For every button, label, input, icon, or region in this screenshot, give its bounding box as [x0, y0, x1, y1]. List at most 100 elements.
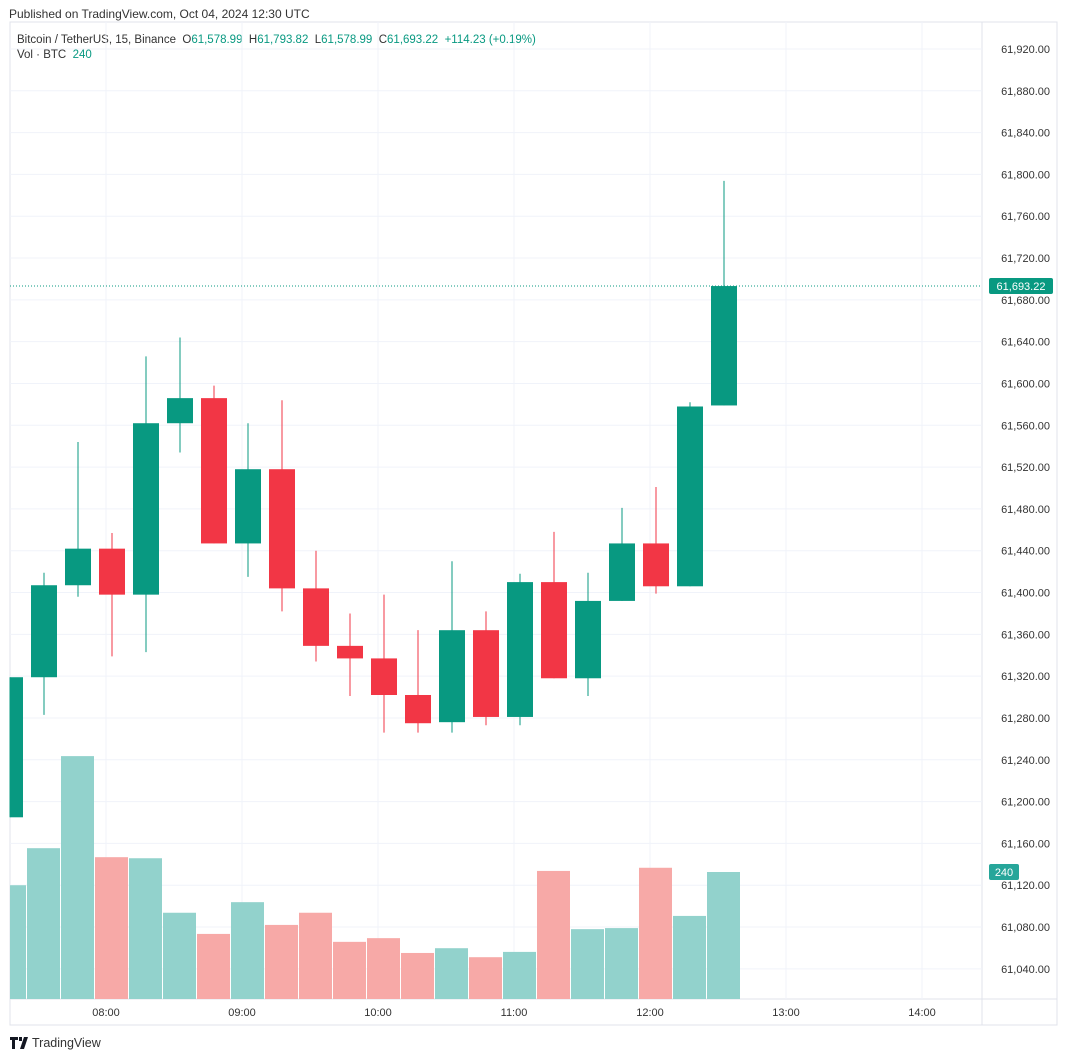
volume-bar [571, 929, 604, 999]
low-label: L [314, 34, 322, 46]
y-tick-label: 61,160.00 [1001, 838, 1050, 850]
last-price-badge [989, 278, 1053, 295]
volume-bar [163, 912, 196, 999]
volume-bar [197, 933, 230, 999]
brand-name: TradingView [32, 1036, 101, 1050]
volume-bar [435, 948, 468, 999]
x-tick-label: 11:00 [501, 1007, 528, 1019]
y-tick-label: 61,720.00 [1001, 253, 1050, 265]
candle-body [711, 286, 737, 406]
x-tick-label: 10:00 [364, 1007, 392, 1019]
candle-body [10, 677, 23, 818]
candle-body [541, 582, 567, 679]
candle-body [303, 588, 329, 646]
candle-body [677, 406, 703, 587]
volume-bar [27, 848, 60, 999]
x-tick-label: 09:00 [228, 1007, 256, 1019]
volume-bar [503, 951, 536, 999]
y-tick-label: 61,440.00 [1001, 546, 1050, 558]
volume-bar [95, 857, 128, 999]
candle-body [439, 630, 465, 723]
volume-bar [129, 858, 162, 999]
candle-body [507, 582, 533, 717]
high-value: 61,793.82 [257, 34, 309, 46]
y-tick-label: 61,800.00 [1001, 169, 1050, 181]
chart-legend: Bitcoin / TetherUS, 15, Binance O61,578.… [17, 33, 536, 63]
y-tick-label: 61,320.00 [1001, 671, 1050, 683]
candle-body [201, 398, 227, 544]
ohlc-legend: Bitcoin / TetherUS, 15, Binance O61,578.… [17, 33, 536, 48]
candle-body [337, 645, 363, 659]
x-tick-label: 13:00 [772, 1007, 800, 1019]
y-tick-label: 61,480.00 [1001, 504, 1050, 516]
y-tick-label: 61,080.00 [1001, 922, 1050, 934]
y-tick-label: 61,760.00 [1001, 211, 1050, 223]
volume-bar [265, 924, 298, 999]
candle-body [371, 658, 397, 695]
candle-body [405, 694, 431, 724]
volume-bar [639, 867, 672, 999]
candle-body [31, 585, 57, 678]
candle-body [99, 548, 125, 595]
last-volume-badge [989, 864, 1019, 880]
volume-bar [401, 952, 434, 999]
y-tick-label: 61,360.00 [1001, 629, 1050, 641]
y-tick-label: 61,200.00 [1001, 797, 1050, 809]
volume-bar [537, 870, 570, 999]
y-tick-label: 61,600.00 [1001, 378, 1050, 390]
y-tick-label: 61,640.00 [1001, 337, 1050, 349]
candle-body [643, 543, 669, 587]
volume-bar [367, 938, 400, 999]
y-tick-label: 61,400.00 [1001, 588, 1050, 600]
x-tick-label: 08:00 [92, 1007, 120, 1019]
y-tick-label: 61,280.00 [1001, 713, 1050, 725]
volume-bar [299, 912, 332, 999]
candle-body [575, 600, 601, 679]
candle-body [167, 398, 193, 424]
y-tick-label: 61,040.00 [1001, 964, 1050, 976]
y-tick-label: 61,680.00 [1001, 295, 1050, 307]
volume-bar [707, 872, 740, 999]
close-label: C [378, 34, 388, 46]
volume-bar [333, 941, 366, 999]
y-tick-label: 61,840.00 [1001, 128, 1050, 140]
candle-body [269, 469, 295, 589]
y-tick-label: 61,120.00 [1001, 880, 1050, 892]
close-value: 61,693.22 [387, 34, 439, 46]
published-note: Published on TradingView.com, Oct 04, 20… [9, 7, 310, 21]
volume-legend: Vol · BTC 240 [17, 48, 536, 63]
y-tick-label: 61,520.00 [1001, 462, 1050, 474]
volume-value: 240 [72, 49, 92, 61]
volume-bar [231, 902, 264, 999]
open-label: O [182, 34, 192, 46]
candle-body [473, 630, 499, 717]
candle-body [133, 423, 159, 595]
open-value: 61,578.99 [191, 34, 243, 46]
volume-bar [605, 928, 638, 999]
last-price-label: 61,693.22 [997, 281, 1046, 293]
y-tick-label: 61,240.00 [1001, 755, 1050, 767]
volume-label[interactable]: Vol · BTC [17, 49, 67, 61]
symbol-name[interactable]: Bitcoin / TetherUS, 15, Binance [17, 34, 176, 46]
x-tick-label: 12:00 [636, 1007, 664, 1019]
change-value: +114.23 (+0.19%) [444, 34, 536, 46]
candle-body [235, 469, 261, 544]
y-tick-label: 61,560.00 [1001, 420, 1050, 432]
volume-bar [10, 885, 26, 999]
candle-body [65, 548, 91, 586]
candle-body [609, 543, 635, 601]
tradingview-logo-icon [10, 1037, 28, 1049]
y-tick-label: 61,920.00 [1001, 44, 1050, 56]
volume-bar [469, 957, 502, 999]
x-tick-label: 14:00 [908, 1007, 936, 1019]
volume-bar [61, 756, 94, 999]
last-volume-label: 240 [995, 867, 1013, 879]
low-value: 61,578.99 [321, 34, 373, 46]
tradingview-logo: TradingView [10, 1036, 101, 1050]
high-label: H [248, 34, 258, 46]
chart-frame [9, 21, 1058, 1026]
y-tick-label: 61,880.00 [1001, 86, 1050, 98]
volume-bar [673, 915, 706, 999]
